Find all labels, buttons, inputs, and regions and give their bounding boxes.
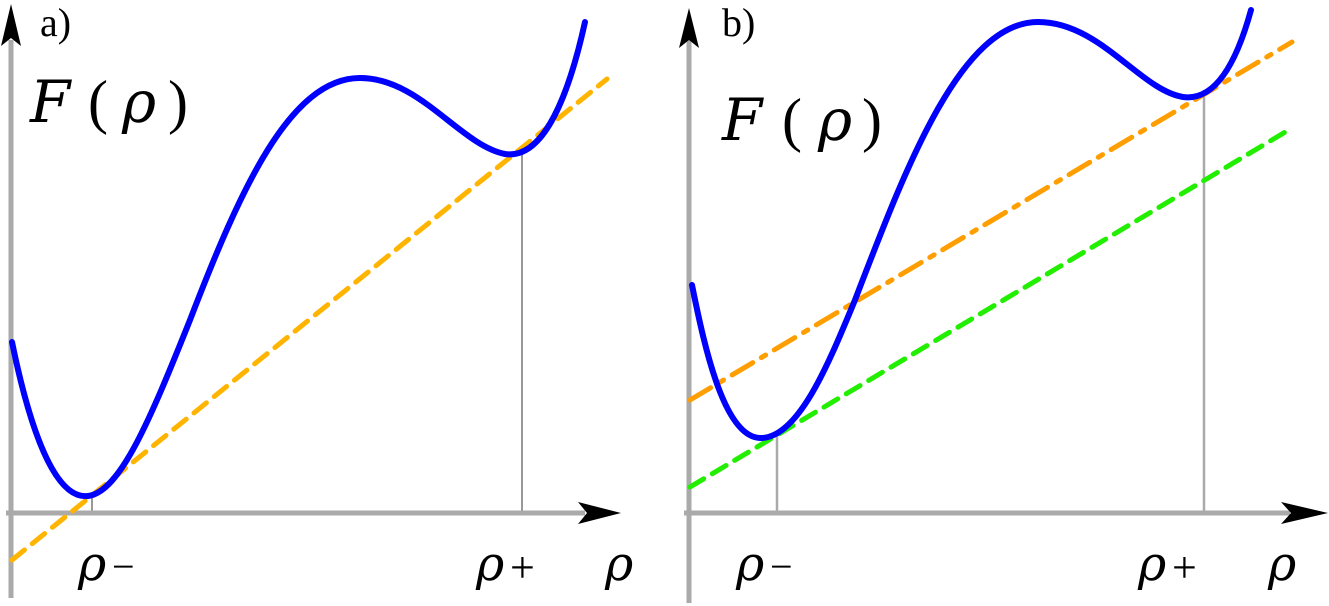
svg-text:+: + [510, 543, 535, 592]
svg-text:−: − [112, 544, 135, 589]
x-axis-arrowhead-a [578, 502, 621, 524]
svg-text:(: ( [88, 69, 108, 135]
x-axis-arrowhead-b [1281, 502, 1328, 524]
svg-text:+: + [1172, 543, 1197, 592]
tick-rho-plus-b: ρ + [1137, 536, 1197, 592]
svg-text:F: F [721, 86, 764, 154]
svg-text:ρ: ρ [475, 536, 504, 592]
tick-rho-minus-a: ρ − [77, 536, 135, 592]
svg-text:): ) [168, 69, 188, 135]
tick-rho-minus-b: ρ − [735, 536, 793, 592]
svg-text:ρ: ρ [735, 536, 764, 592]
panel-label-b: b) [722, 0, 755, 45]
panel-a: a) F ( ρ ) ρ − ρ + ρ [1, 0, 633, 598]
svg-text:ρ: ρ [77, 536, 106, 592]
free-energy-curve-a [9, 19, 588, 500]
free-energy-curve-b [689, 7, 1254, 442]
svg-text:F: F [29, 68, 72, 136]
y-axis-label-a: F ( ρ ) [29, 68, 188, 136]
svg-text:ρ: ρ [817, 86, 852, 154]
panel-b: b) F ( ρ ) ρ − ρ + ρ [679, 0, 1328, 603]
svg-text:−: − [770, 544, 793, 589]
panel-label-a: a) [40, 0, 71, 45]
tangent-green-b [687, 125, 1295, 490]
tick-rho-plus-a: ρ + [475, 536, 535, 592]
svg-text:ρ: ρ [121, 68, 156, 136]
y-axis-arrowhead-a [1, 4, 21, 46]
svg-text:(: ( [782, 87, 802, 153]
x-axis-label-b: ρ [1267, 536, 1296, 592]
x-axis-label-a: ρ [604, 536, 633, 592]
svg-text:ρ: ρ [1137, 536, 1166, 592]
y-axis-label-b: F ( ρ ) [721, 86, 882, 154]
svg-text:): ) [862, 87, 882, 153]
y-axis-arrowhead-b [679, 8, 699, 48]
tangent-orange-b [687, 39, 1295, 403]
